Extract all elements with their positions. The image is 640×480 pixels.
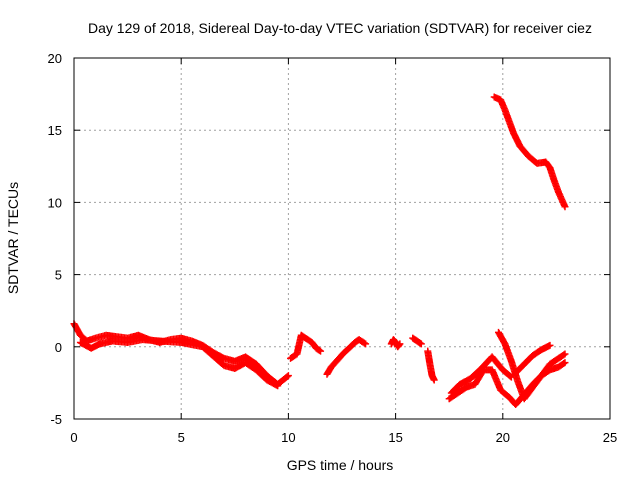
- plot-frame: [73, 57, 611, 420]
- x-tick-label: 15: [388, 430, 402, 445]
- chart-title: Day 129 of 2018, Sidereal Day-to-day VTE…: [88, 20, 592, 36]
- series-group: [409, 334, 425, 348]
- x-tick-label: 25: [603, 430, 617, 445]
- x-tick-label: 5: [178, 430, 185, 445]
- grid-lines: [74, 58, 610, 419]
- series-group: [490, 93, 569, 211]
- series-group: [424, 347, 438, 384]
- series-group: [387, 336, 404, 351]
- y-axis-label: SDTVAR / TECUs: [5, 182, 21, 294]
- data-point-marker: [317, 347, 325, 355]
- data-points: [70, 93, 569, 409]
- x-axis-label: GPS time / hours: [287, 457, 394, 473]
- x-tick-label: 20: [496, 430, 510, 445]
- data-point-marker: [417, 340, 425, 348]
- data-point-marker: [560, 351, 568, 359]
- y-tick-label: -5: [50, 412, 62, 427]
- data-point-marker: [283, 373, 291, 381]
- series-group: [447, 353, 515, 397]
- data-point-marker: [362, 340, 370, 348]
- y-tick-label: 20: [48, 51, 62, 66]
- series-group: [512, 341, 554, 377]
- data-point-marker: [430, 376, 438, 384]
- data-point-marker: [360, 339, 368, 347]
- series-group: [323, 336, 370, 378]
- y-tick-label: 5: [55, 268, 62, 283]
- data-point-marker: [561, 359, 569, 367]
- x-tick-label: 0: [70, 430, 77, 445]
- data-point-marker: [561, 203, 569, 211]
- data-point-marker: [561, 350, 569, 358]
- data-point-marker: [396, 340, 404, 348]
- y-tick-label: 0: [55, 340, 62, 355]
- series-group: [76, 336, 282, 390]
- data-point-marker: [284, 372, 292, 380]
- data-point-marker: [546, 341, 554, 349]
- data-point-marker: [274, 382, 282, 390]
- x-tick-label: 10: [281, 430, 295, 445]
- y-tick-label: 10: [48, 195, 62, 210]
- data-point-marker: [560, 360, 568, 368]
- y-tick-label: 15: [48, 123, 62, 138]
- series-group: [287, 331, 325, 362]
